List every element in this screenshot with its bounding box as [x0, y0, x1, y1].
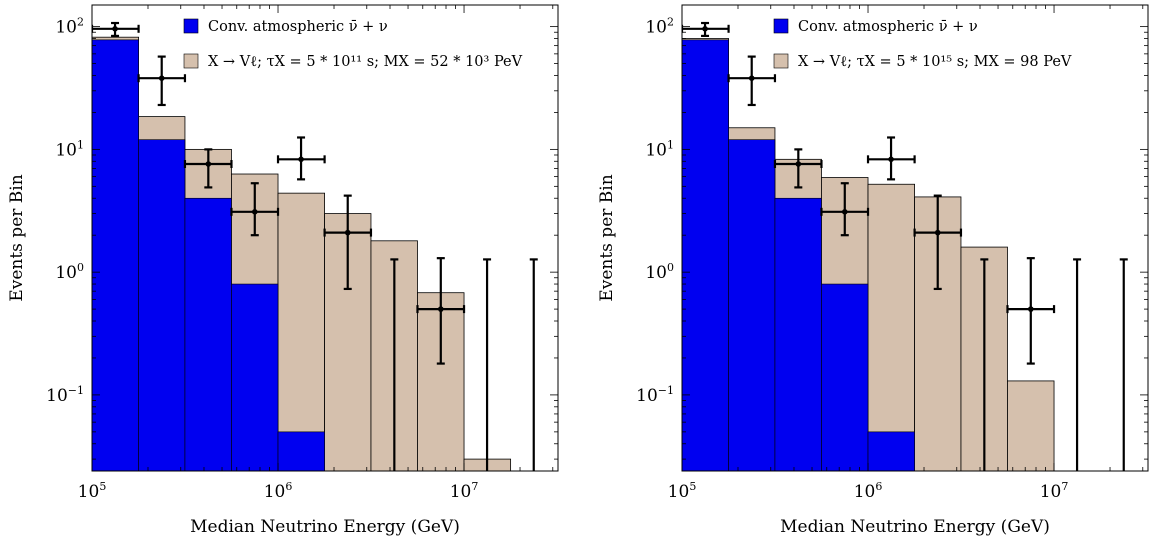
chart-panel-right: 105 106 107 10−1 100 101 102 Median Neutrino En… [590, 0, 1151, 543]
plot-frame [681, 4, 1149, 472]
x-axis-title: Median Neutrino Energy (GeV) [780, 517, 1050, 537]
atm-bin [231, 283, 279, 471]
y-tick-label: 10−1 [636, 384, 674, 406]
histogram-chart-right: 105 106 107 10−1 100 101 102 Median Neutrino En… [597, 4, 1149, 537]
data-point-marker [702, 25, 708, 32]
histogram-chart-left: 105 106 107 10−1 100 101 102 Median Neutrino En… [7, 4, 559, 537]
y-axis-title: Events per Bin [597, 174, 617, 301]
legend-swatch-atm [773, 18, 789, 34]
y-tick-label: 102 [55, 16, 84, 38]
data-point [92, 21, 140, 38]
data-point [276, 136, 326, 181]
x-tick-label: 107 [1040, 480, 1069, 502]
y-tick-label: 100 [55, 261, 84, 283]
atm-bin [821, 283, 869, 471]
legend: Conv. atmospheric ν̄ + ν X → Vℓ; τX = 5 *… [183, 18, 523, 70]
data-point-marker [112, 25, 118, 32]
data-point [773, 148, 823, 189]
data-point [727, 55, 777, 107]
data-point-marker [251, 209, 258, 215]
data-point [913, 194, 963, 291]
data-point [529, 258, 538, 471]
data-point [682, 21, 730, 38]
data-point [230, 182, 280, 237]
data-point-marker [888, 156, 894, 163]
x-tick-label: 105 [668, 480, 697, 502]
y-tick-label: 10−1 [46, 384, 84, 406]
atm-bin [728, 139, 776, 471]
signal-bin [867, 183, 915, 471]
atm-bin [682, 39, 729, 471]
x-tick-label: 106 [854, 480, 883, 502]
atm-bin [138, 139, 186, 471]
plot-area [92, 21, 538, 471]
plot-area [682, 21, 1128, 471]
data-point-marker [205, 161, 212, 167]
data-point-marker [934, 229, 941, 236]
y-axis-title: Events per Bin [7, 174, 27, 301]
data-point [323, 194, 373, 291]
x-axis-title: Median Neutrino Energy (GeV) [190, 517, 460, 537]
atm-bin [184, 197, 232, 471]
data-point [483, 258, 492, 471]
legend-label-atm: Conv. atmospheric ν̄ + ν [798, 19, 978, 35]
x-tick-label: 105 [78, 480, 107, 502]
atm-bin [867, 431, 915, 471]
y-tick-label: 101 [55, 138, 84, 160]
legend-swatch-atm [183, 18, 199, 34]
legend-label-signal: X → Vℓ; τX = 5 * 10¹¹ s; MX = 52 * 10³ P… [208, 54, 523, 70]
data-point [1119, 258, 1128, 471]
atm-bin [774, 197, 822, 471]
legend-label-atm: Conv. atmospheric ν̄ + ν [208, 19, 388, 35]
signal-bin [277, 192, 325, 471]
data-point [137, 55, 187, 107]
data-point-marker [437, 306, 444, 312]
data-point [390, 258, 399, 471]
legend-swatch-signal [773, 53, 789, 69]
data-point [416, 257, 466, 365]
data-point-marker [748, 75, 755, 82]
data-point-marker [1027, 306, 1034, 312]
data-point-marker [795, 161, 802, 167]
y-tick-label: 101 [645, 138, 674, 160]
atm-bin [277, 431, 325, 471]
y-tick-label: 102 [645, 16, 674, 38]
plot-frame [91, 4, 559, 472]
x-tick-label: 107 [450, 480, 479, 502]
data-point [1073, 258, 1082, 471]
data-point [183, 148, 233, 189]
x-tick-label: 106 [264, 480, 293, 502]
data-point [1006, 257, 1056, 365]
data-point [820, 182, 870, 237]
data-point [980, 258, 989, 471]
legend-swatch-signal [183, 53, 199, 69]
legend: Conv. atmospheric ν̄ + ν X → Vℓ; τX = 5 *… [773, 18, 1072, 70]
atm-bin [92, 39, 139, 471]
data-point-marker [158, 75, 165, 82]
signal-bin [1007, 380, 1055, 471]
data-point-marker [298, 156, 304, 163]
y-tick-label: 100 [645, 261, 674, 283]
data-point-marker [344, 229, 351, 236]
data-point-marker [841, 209, 848, 215]
axis-ticks [91, 5, 558, 471]
legend-label-signal: X → Vℓ; τX = 5 * 10¹⁵ s; MX = 98 PeV [798, 54, 1072, 70]
chart-panel-left: 105 106 107 10−1 100 101 102 Median Neutrino En… [7, 4, 559, 537]
data-point [866, 136, 916, 181]
axis-ticks [681, 5, 1148, 471]
